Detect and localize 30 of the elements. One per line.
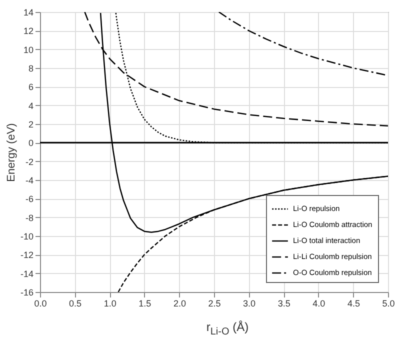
y-tick-label: -16 <box>20 288 34 298</box>
y-tick-label: -2 <box>25 156 34 167</box>
y-tick-label: 4 <box>28 100 34 111</box>
y-tick-label: -10 <box>20 232 34 242</box>
y-tick-label: 12 <box>23 26 34 36</box>
y-tick-label: 8 <box>28 64 34 74</box>
x-tick-label: 3.0 <box>243 298 256 308</box>
x-tick-label: 0.0 <box>34 298 47 308</box>
x-axis-title: r$_{Li-O}$ (Å) <box>205 320 250 338</box>
x-tick-label: 2.5 <box>208 298 221 308</box>
y-tick-label: -14 <box>20 268 34 279</box>
x-tick-label: 1.5 <box>138 298 152 308</box>
y-tick-label: -8 <box>25 212 34 223</box>
y-tick-label: -4 <box>25 176 34 186</box>
y-tick-label: -6 <box>25 194 34 204</box>
y-tick-label: 14 <box>23 8 34 18</box>
x-tick-label: 1.0 <box>104 298 116 308</box>
x-tick-label: 3.5 <box>278 298 290 308</box>
y-axis-title: Energy (eV) <box>5 123 18 182</box>
x-tick-label: 0.5 <box>69 298 82 308</box>
line-series <box>218 12 388 76</box>
x-tick-label: 5.0 <box>382 298 395 308</box>
y-tick-label: 2 <box>28 120 34 130</box>
y-tick-label: 6 <box>28 82 34 92</box>
y-tick-label: 10 <box>23 44 34 55</box>
x-tick-label: 4.0 <box>312 298 326 308</box>
x-tick-label: 2.0 <box>173 298 186 308</box>
x-tick-label: 4.5 <box>347 298 360 308</box>
y-tick-label: -12 <box>20 250 34 260</box>
y-tick-label: 0 <box>28 138 34 148</box>
